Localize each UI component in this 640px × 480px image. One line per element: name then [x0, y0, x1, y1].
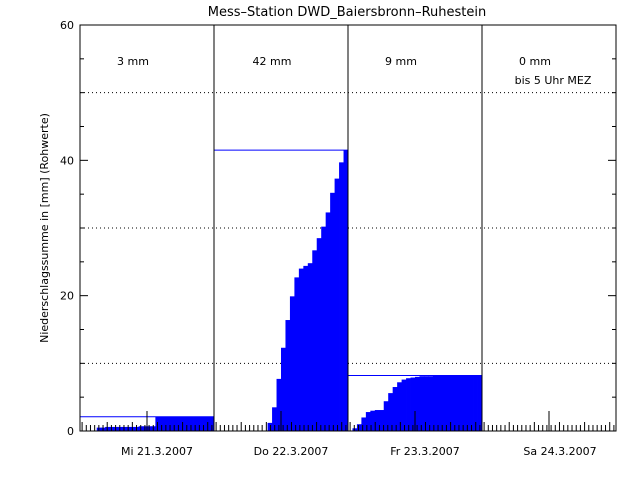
precip-bar [285, 320, 291, 431]
precip-bar [473, 375, 478, 431]
precip-bar [272, 407, 277, 431]
precip-bar [281, 347, 286, 431]
precip-bar [294, 277, 300, 431]
precip-bar [437, 375, 443, 431]
precip-bar [167, 416, 173, 431]
precip-bar [450, 375, 456, 431]
y-tick-label: 20 [60, 290, 74, 303]
day-note: bis 5 Uhr MEZ [515, 74, 592, 87]
precip-bar [428, 376, 434, 431]
precip-bar [352, 428, 358, 431]
y-tick-label: 0 [67, 425, 74, 438]
precip-bar [423, 376, 429, 431]
bars-layer [80, 149, 483, 431]
precip-bar [193, 416, 198, 431]
y-tick-label: 60 [60, 19, 74, 32]
precip-bar [343, 150, 349, 431]
x-tick-label: Do 22.3.2007 [254, 445, 329, 458]
precip-bar [446, 375, 452, 431]
precip-bar [298, 268, 304, 431]
day-total-label: 9 mm [385, 55, 417, 68]
day-total-label: 42 mm [253, 55, 292, 68]
plot-frame [79, 24, 617, 432]
precip-bar [415, 376, 420, 431]
precip-bar [176, 416, 181, 431]
precip-bar [330, 192, 335, 431]
x-tick-label: Mi 21.3.2007 [121, 445, 193, 458]
precip-bar [325, 212, 331, 431]
precip-bar [307, 263, 313, 431]
precip-bar [410, 377, 416, 431]
precip-bar [289, 296, 295, 431]
x-tick-label: Fr 23.3.2007 [390, 445, 460, 458]
day-total-label: 3 mm [117, 55, 149, 68]
precip-bar [361, 417, 367, 431]
precip-bar [419, 376, 425, 431]
precip-bar [370, 410, 376, 431]
precip-bar [316, 238, 322, 431]
precip-bar [184, 416, 190, 431]
precip-bar [392, 387, 398, 431]
precip-bar [383, 401, 389, 431]
precip-bar [477, 375, 483, 431]
y-tick-label: 40 [60, 154, 74, 167]
precip-bar [388, 393, 394, 431]
chart-title: Mess–Station DWD_Baiersbronn–Ruhestein [208, 5, 486, 20]
precip-bar [334, 178, 340, 431]
precip-bar [374, 410, 380, 431]
x-tick-label: Sa 24.3.2007 [523, 445, 596, 458]
precip-bar [464, 375, 469, 431]
precip-bar [459, 375, 465, 431]
precip-bar [455, 375, 461, 431]
precip-bar [303, 265, 309, 431]
precip-bar [441, 375, 447, 431]
precip-bar [159, 416, 165, 431]
precip-bar [172, 416, 177, 431]
precip-bar [365, 412, 371, 431]
precip-bar [432, 375, 438, 431]
precip-bar [379, 410, 385, 431]
precip-bar [209, 416, 215, 431]
precip-bar [188, 416, 194, 431]
precip-bar [197, 416, 202, 431]
precip-bar [406, 378, 411, 431]
precip-bar [356, 424, 362, 431]
precip-bar [276, 378, 282, 431]
precip-bar [468, 375, 474, 431]
precip-bar [163, 416, 169, 431]
precip-bar [339, 162, 344, 431]
day-total-label: 0 mm [519, 55, 551, 68]
y-axis-label: Niederschlagssumme in [mm] (Rohwerte) [38, 113, 51, 343]
axes-layer: 0 20 40 60 [60, 19, 616, 438]
precip-bar [401, 379, 407, 431]
precip-bar [312, 250, 318, 431]
precip-bar [201, 416, 207, 431]
precip-bar [321, 226, 327, 431]
precip-bar [397, 382, 402, 431]
